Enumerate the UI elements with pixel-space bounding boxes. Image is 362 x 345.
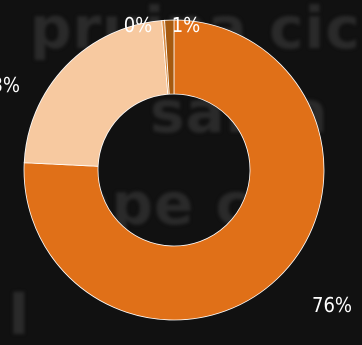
donut-slice: [23, 20, 169, 167]
slice-label: 76%: [312, 293, 352, 317]
donut-slice: [23, 19, 325, 321]
donut-slice: [164, 19, 175, 95]
donut-labels: 76% 23% 0% 1%: [0, 13, 352, 317]
bg-line-4: I: [8, 280, 31, 345]
slice-label: 0%: [124, 13, 153, 37]
slice-label: 23%: [0, 73, 20, 97]
donut-slices: [23, 19, 325, 321]
slice-label: 1%: [172, 13, 201, 37]
